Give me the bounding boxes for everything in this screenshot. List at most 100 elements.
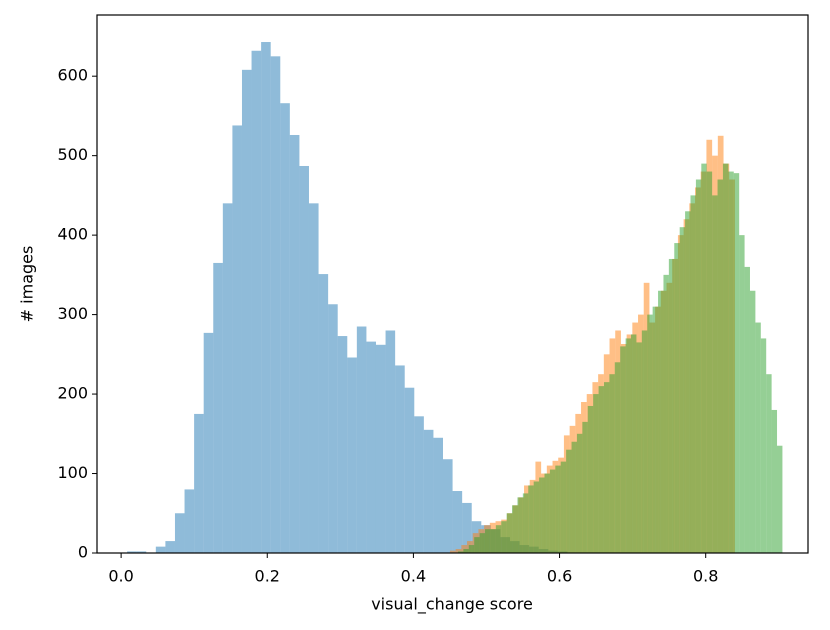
histogram-bar [375,344,386,553]
histogram-bar [517,497,523,553]
y-tick-label: 300 [57,304,88,323]
histogram-bar [576,433,583,553]
histogram-bar [625,338,632,553]
histogram-bar [485,529,491,553]
histogram-bar [433,437,444,553]
histogram-bar [194,413,204,553]
histogram-bar [337,336,348,553]
histogram-bar [501,521,507,553]
plot-frame [96,14,809,554]
histogram-bar [771,409,778,553]
histogram-bar [443,459,453,553]
histogram-bar [136,551,147,553]
histogram-bar [544,473,550,553]
histogram-bar [462,502,472,553]
histogram-bar [739,235,745,554]
histogram-bar [647,314,653,553]
histogram-bar [766,374,772,553]
x-tick-label: 0.0 [108,567,133,586]
histogram-bar [587,405,594,553]
histogram-bar [777,445,783,553]
histogram-bar [174,513,185,553]
y-axis-label: # images [18,246,37,323]
histogram-bar [690,195,696,553]
histogram-bar [668,258,675,553]
histogram-bar [749,290,756,553]
histogram-bar [636,342,642,553]
histogram-bar [603,382,610,553]
histogram-bar [155,546,166,553]
histogram-bar [512,505,518,553]
histogram-bar [631,334,637,553]
histogram-bar [232,125,242,554]
histogram-bar [449,550,456,553]
histogram-bar [222,203,233,554]
histogram-bar [566,449,572,553]
y-tick-label: 200 [57,384,88,403]
histogram-bar [728,171,734,554]
histogram-bar [609,374,615,553]
histogram-bar [674,243,680,553]
histogram-bar [184,489,195,553]
histogram-bar [620,346,626,553]
histogram-bar [452,491,463,553]
histogram-bar [127,551,137,553]
histogram-bar [733,173,740,554]
histogram-bar [308,203,319,554]
histogram-bar [423,429,434,553]
histogram-bar [270,56,281,553]
histogram-bar [593,394,599,553]
histogram-bar [685,211,691,553]
histogram-bar [555,465,561,553]
bars [127,42,783,554]
histogram-bar [468,545,475,553]
y-tick-label: 100 [57,463,88,482]
histogram-bar [663,274,669,553]
histogram-bar [717,179,723,553]
x-tick-label: 0.8 [693,567,718,586]
histogram-bar [261,42,271,554]
histogram-bar [755,322,761,553]
histogram-bar [455,549,462,553]
histogram-bar [366,341,376,553]
histogram-bar [165,541,175,553]
x-axis-label: visual_change score [371,595,533,615]
histogram-bar [385,330,396,553]
histogram-bar [701,163,707,554]
histogram-bar [695,179,702,553]
y-tick-label: 500 [57,145,88,164]
histogram-bar [712,195,718,553]
histogram-bar [463,549,469,553]
histogram-bar [289,134,300,553]
histogram-bar [457,551,464,553]
histogram-bar [356,326,367,553]
histogram-bar [299,165,309,553]
histogram-bar [414,416,424,553]
histogram-bar [571,441,577,553]
histogram-bar [722,163,729,554]
histogram-bar [479,533,486,553]
histogram-bar [598,386,604,553]
histogram-bar [203,332,214,553]
histogram-bar [347,357,357,553]
histogram-bar [213,262,223,553]
histogram-bar [490,529,496,553]
histogram-bar [652,306,659,553]
histogram-bar [522,493,529,553]
histogram-bar [641,330,648,553]
histogram-bar [658,290,664,553]
histogram-bar [549,469,556,553]
histogram-bar [280,103,290,553]
x-tick-label: 0.6 [547,567,572,586]
y-tick-label: 400 [57,225,88,244]
histogram-bar [560,461,567,553]
y-tick-label: 0 [78,543,88,562]
histogram-bar [679,227,686,553]
histogram-bar [251,50,262,553]
x-tick-label: 0.4 [401,567,426,586]
histogram-bar [404,387,415,553]
histogram-bar [474,537,480,553]
histogram-bar [506,513,513,553]
histogram-bar [614,362,621,553]
x-tick-label: 0.2 [255,567,280,586]
